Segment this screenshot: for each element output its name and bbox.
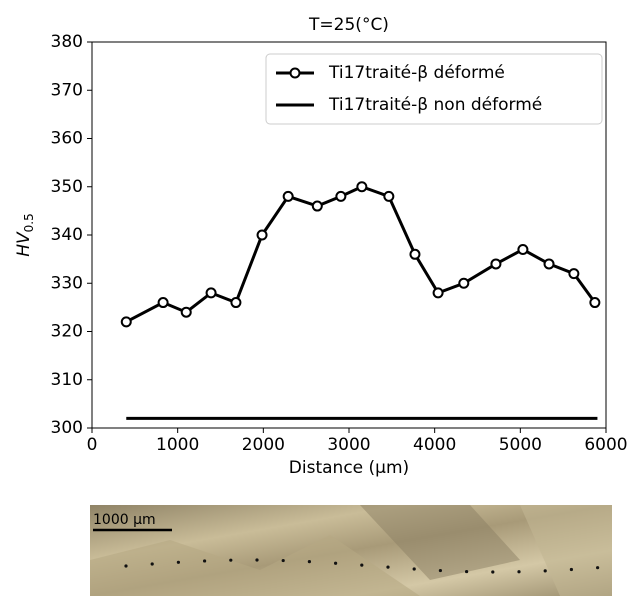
indent-dot: [176, 560, 180, 564]
data-point: [356, 181, 368, 193]
x-tick-label: 3000: [327, 435, 370, 455]
data-point: [543, 258, 555, 270]
y-tick-label: 350: [51, 177, 83, 197]
indent-dot: [360, 563, 364, 567]
y-axis-label-main: HV: [14, 231, 34, 257]
data-point: [282, 190, 294, 202]
data-point: [120, 316, 132, 328]
indent-dot: [438, 568, 442, 573]
indent-dot: [596, 566, 600, 570]
x-axis-label: Distance (μm): [289, 458, 409, 478]
plot-frame: [91, 41, 607, 429]
indent-dot: [255, 558, 259, 562]
y-tick-label: 320: [51, 322, 83, 342]
indent-dot: [569, 567, 574, 572]
y-tick-label: 370: [51, 80, 83, 100]
data-point: [230, 297, 242, 309]
data-point: [589, 297, 601, 309]
indent-dot: [334, 561, 338, 565]
y-tick-label: 310: [51, 370, 83, 390]
indent-dot: [307, 560, 311, 564]
data-point: [568, 268, 580, 280]
indent-dot: [412, 567, 416, 571]
indent-dot: [124, 564, 128, 568]
x-tick-label: 6000: [584, 435, 627, 455]
indent-dot: [281, 558, 285, 563]
y-tick-label: 380: [51, 32, 83, 52]
y-tick-label: 300: [51, 418, 83, 438]
data-point: [490, 258, 502, 270]
x-tick-label: 0: [87, 435, 98, 455]
indent-dot: [203, 559, 207, 563]
data-point: [335, 190, 347, 202]
y-tick-label: 340: [51, 225, 83, 245]
data-point: [409, 248, 421, 260]
indent-dots: [124, 558, 600, 574]
data-point: [311, 200, 323, 212]
data-point: [432, 287, 444, 299]
y-tick-label: 330: [51, 273, 83, 293]
data-point: [180, 306, 192, 318]
indent-dot: [150, 562, 154, 566]
micrograph: 1000 µm: [90, 505, 612, 596]
legend-label: Ti17traité-β non déformé: [328, 95, 542, 115]
data-point: [458, 277, 470, 289]
chart-title: T=25(°C): [308, 15, 389, 35]
data-point: [383, 190, 395, 202]
indent-dot: [386, 565, 390, 569]
x-tick-label: 2000: [242, 435, 285, 455]
indent-dot: [229, 558, 233, 562]
data-point: [205, 287, 217, 299]
indent-dot: [491, 570, 495, 574]
legend-box: [265, 53, 603, 125]
indent-dot: [517, 570, 521, 574]
grain: [90, 535, 420, 596]
legend-marker: [289, 67, 301, 79]
data-point: [157, 297, 169, 309]
data-point: [517, 243, 529, 255]
x-tick-label: 1000: [156, 435, 199, 455]
x-tick-label: 5000: [499, 435, 542, 455]
y-axis-label: HV0.5: [14, 213, 36, 257]
legend-label: Ti17traité-β déformé: [328, 63, 505, 83]
data-point: [256, 229, 268, 241]
scale-label: 1000 µm: [93, 512, 156, 528]
indent-dot: [465, 569, 469, 574]
grain: [520, 505, 612, 596]
y-tick-label: 360: [51, 129, 83, 149]
y-axis-label-sub: 0.5: [22, 213, 36, 232]
grain: [360, 505, 520, 580]
x-tick-label: 4000: [413, 435, 456, 455]
indent-dot: [543, 569, 547, 573]
